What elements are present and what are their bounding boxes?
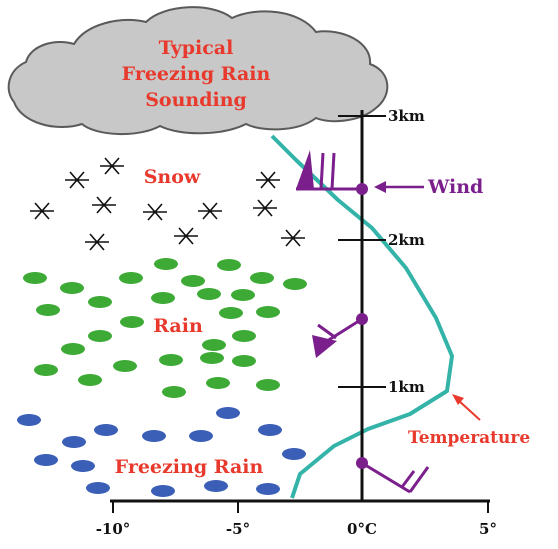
- freezing-raindrop: [142, 430, 166, 442]
- raindrop: [231, 289, 255, 301]
- snowflake: [100, 157, 124, 175]
- snow-label: Snow: [144, 166, 201, 188]
- raindrop: [200, 352, 224, 364]
- snowflake: [253, 199, 277, 217]
- wind-barb-lower: [356, 457, 430, 494]
- temperature-tick-label-minus5: -5°: [226, 520, 250, 538]
- raindrop: [60, 282, 84, 294]
- raindrop: [78, 374, 102, 386]
- freezing-raindrop: [258, 424, 282, 436]
- altitude-label-1km: 1km: [388, 378, 425, 396]
- raindrop: [181, 275, 205, 287]
- snowflake: [85, 233, 109, 251]
- freezing-raindrop: [62, 436, 86, 448]
- freezing-raindrop: [189, 430, 213, 442]
- freezing-rain-label: Freezing Rain: [115, 456, 264, 478]
- raindrops: [23, 258, 307, 398]
- wind-barb-middle: [312, 313, 368, 358]
- wind-annotation: Wind: [374, 176, 483, 198]
- wind-barb-pennant: [296, 150, 314, 189]
- snowflake: [281, 229, 305, 247]
- raindrop: [151, 292, 175, 304]
- temperature-arrow-line: [457, 399, 481, 421]
- temperature-tick-label-minus10: -10°: [96, 520, 131, 538]
- snowflake: [174, 227, 198, 245]
- freezing-raindrop: [86, 482, 110, 494]
- raindrop: [61, 343, 85, 355]
- temperature-profile-line: [270, 134, 454, 499]
- raindrop: [154, 258, 178, 270]
- raindrop: [23, 272, 47, 284]
- freezing-raindrop: [256, 483, 280, 495]
- temperature-axis: -10° -5° 0°C 5°: [96, 499, 497, 538]
- freezing-raindrop: [94, 424, 118, 436]
- snowflake: [65, 171, 89, 189]
- temperature-label: Temperature: [408, 428, 530, 448]
- raindrop: [217, 259, 241, 271]
- raindrop: [36, 304, 60, 316]
- freezing-raindrop: [34, 454, 58, 466]
- raindrop: [232, 355, 256, 367]
- snowflake: [30, 202, 54, 220]
- wind-barb-dot: [356, 313, 368, 325]
- cloud: Typical Freezing Rain Sounding: [7, 6, 389, 135]
- raindrop: [88, 296, 112, 308]
- snowflakes: [30, 157, 305, 251]
- raindrop: [162, 386, 186, 398]
- freezing-raindrop: [151, 485, 175, 497]
- wind-arrow-head: [374, 181, 386, 193]
- raindrop: [256, 379, 280, 391]
- cloud-title-line-2: Freezing Rain: [122, 63, 271, 85]
- raindrop: [88, 330, 112, 342]
- raindrop: [206, 377, 230, 389]
- raindrop: [283, 278, 307, 290]
- temperature-tick-label-0c: 0°C: [347, 520, 377, 538]
- freezing-raindrop: [282, 448, 306, 460]
- snowflake: [92, 196, 116, 214]
- cloud-shape: [7, 6, 389, 135]
- wind-barb-pennant: [312, 335, 337, 358]
- snowflake: [256, 171, 280, 189]
- wind-label: Wind: [427, 176, 483, 198]
- freezing-raindrop: [216, 407, 240, 419]
- wind-barb-dot: [356, 183, 368, 195]
- raindrop: [113, 360, 137, 372]
- wind-barb-upper: [296, 150, 368, 195]
- cloud-title-line-3: Sounding: [145, 89, 247, 111]
- temperature-arrow-head: [452, 394, 464, 405]
- altitude-label-3km: 3km: [388, 107, 425, 125]
- cloud-title-line-1: Typical: [159, 37, 234, 59]
- raindrop: [256, 306, 280, 318]
- temperature-tick-label-5: 5°: [479, 520, 497, 538]
- raindrop: [232, 330, 256, 342]
- wind-barbs: [296, 150, 430, 494]
- freezing-raindrops: [17, 407, 306, 497]
- wind-barb-dot: [356, 457, 368, 469]
- freezing-raindrop: [17, 414, 41, 426]
- altitude-label-2km: 2km: [388, 231, 425, 249]
- raindrop: [219, 307, 243, 319]
- temperature-annotation: Temperature: [408, 394, 530, 448]
- freezing-raindrop: [204, 480, 228, 492]
- freezing-raindrop: [71, 460, 95, 472]
- raindrop: [119, 272, 143, 284]
- raindrop: [34, 364, 58, 376]
- altitude-ticks: 3km 2km 1km: [338, 107, 425, 396]
- raindrop: [197, 288, 221, 300]
- snowflake: [143, 203, 167, 221]
- raindrop: [120, 316, 144, 328]
- snowflake: [198, 202, 222, 220]
- raindrop: [250, 272, 274, 284]
- raindrop: [202, 339, 226, 351]
- rain-label: Rain: [153, 315, 203, 337]
- raindrop: [159, 354, 183, 366]
